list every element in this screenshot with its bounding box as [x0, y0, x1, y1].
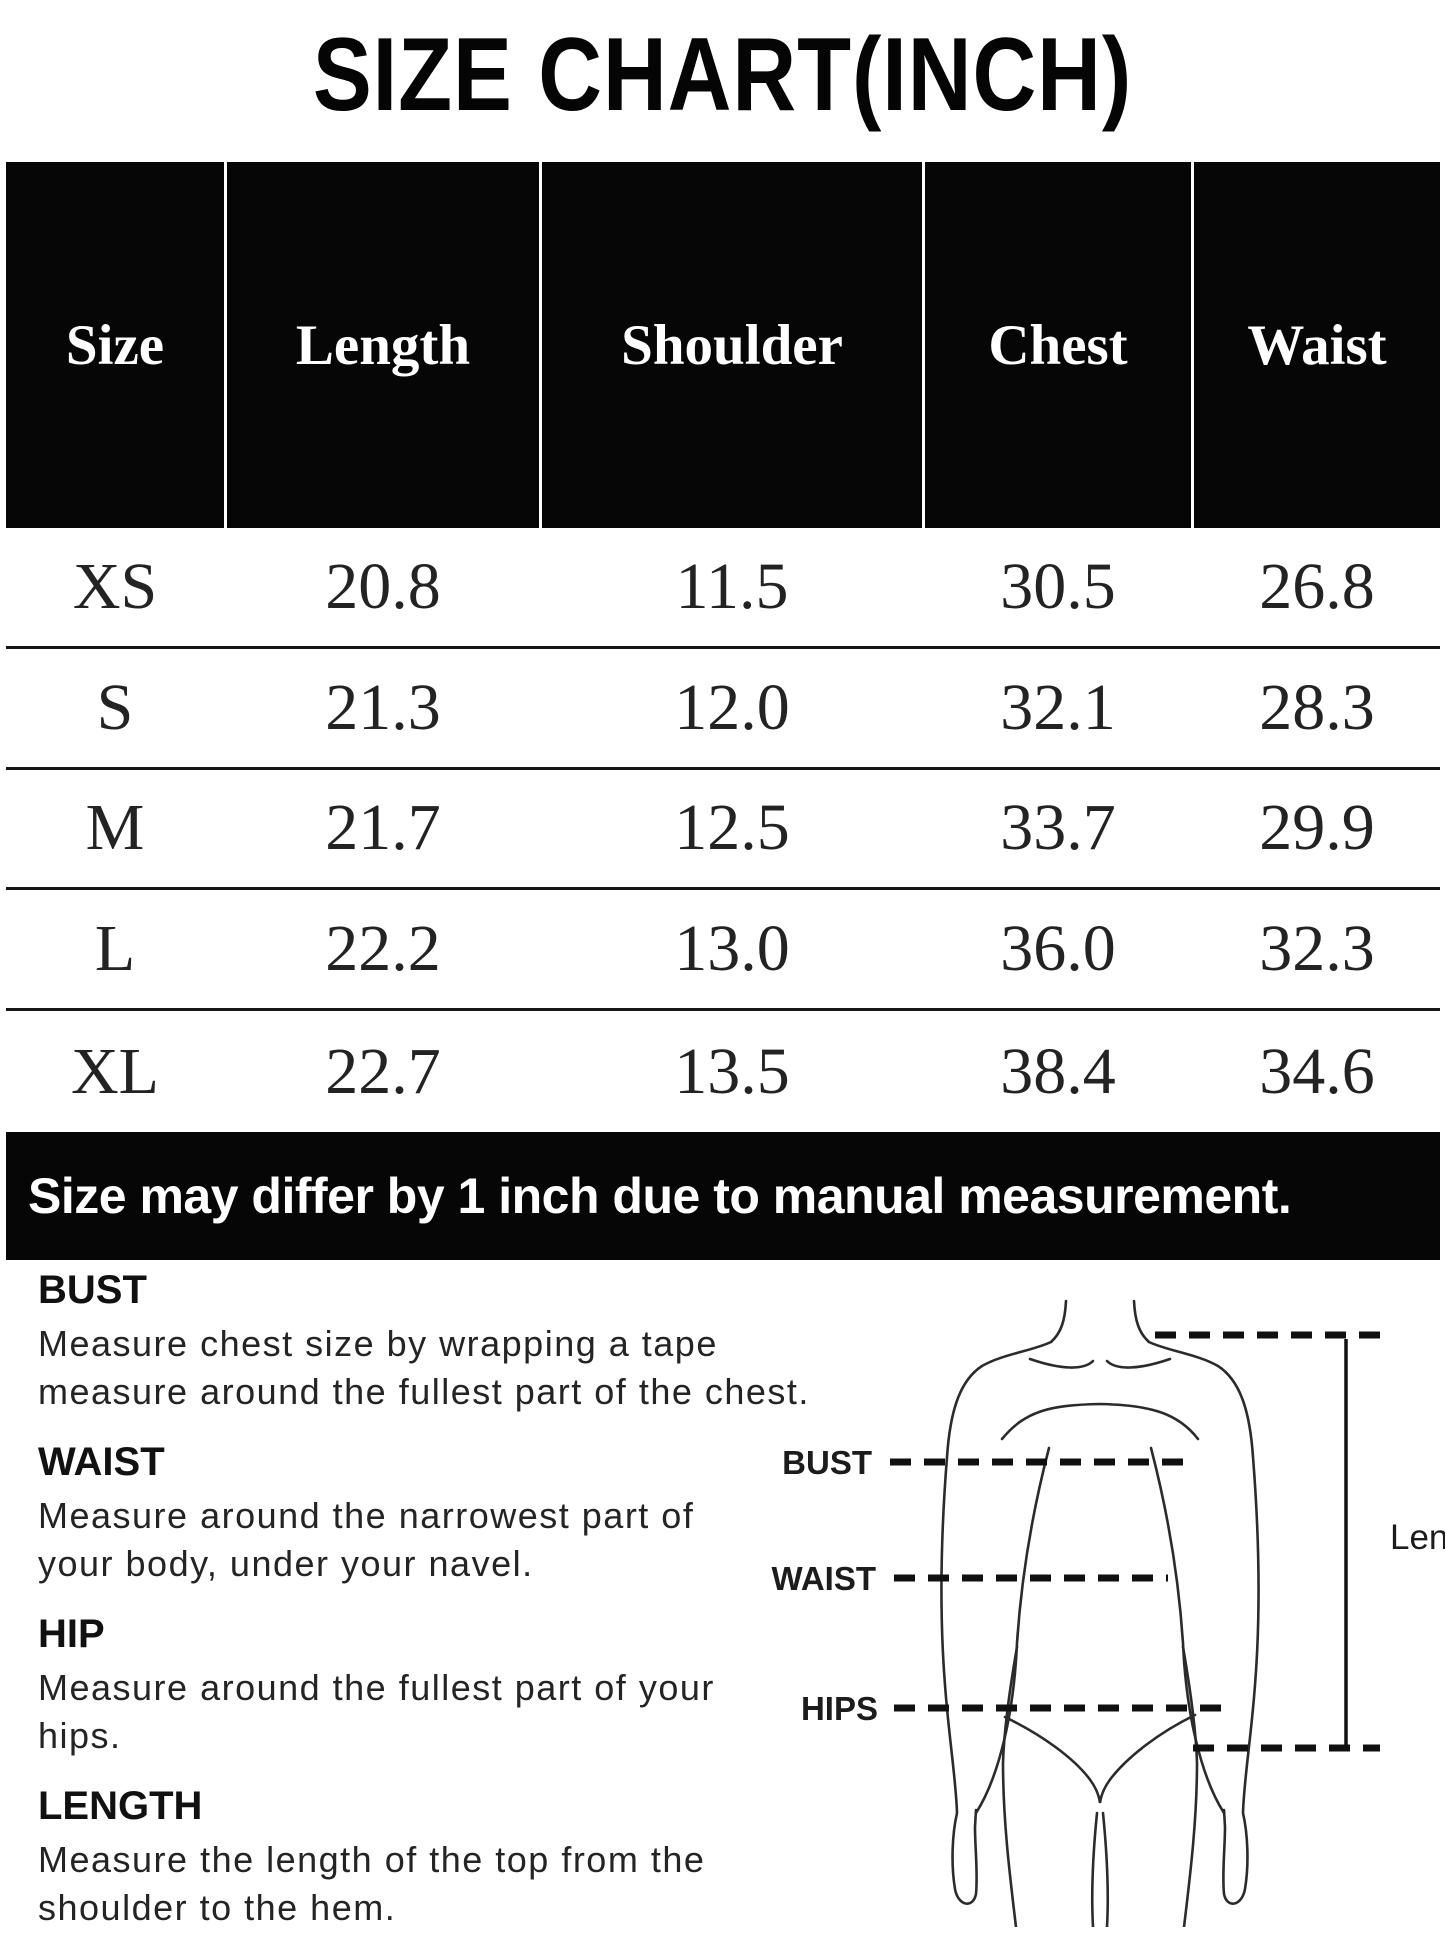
- instruction-hip: HIP Measure around the fullest part of y…: [38, 1612, 938, 1760]
- cell-size: XL: [71, 1034, 159, 1108]
- instruction-length: LENGTH Measure the length of the top fro…: [38, 1784, 938, 1932]
- figure-waist-label: WAIST: [772, 1560, 877, 1597]
- cell-shoulder: 12.0: [674, 670, 790, 744]
- body-outline-illustration: BUST WAIST HIPS Length: [772, 1299, 1445, 1929]
- cell-waist: 29.9: [1259, 791, 1375, 865]
- table-row-m: M 21.7 12.5 33.7 29.9: [6, 770, 1440, 891]
- table-row-xs: XS 20.8 11.5 30.5 26.8: [6, 528, 1440, 649]
- cell-size: XS: [72, 549, 158, 623]
- cell-length: 22.2: [325, 912, 441, 986]
- instruction-bust: BUST Measure chest size by wrapping a ta…: [38, 1268, 938, 1416]
- table-row-l: L 22.2 13.0 36.0 32.3: [6, 890, 1440, 1012]
- column-header-size: Size: [6, 162, 224, 528]
- disclaimer-text: Size may differ by 1 inch due to manual …: [28, 1168, 1292, 1224]
- cell-chest: 38.4: [1000, 1034, 1116, 1108]
- instruction-waist: WAIST Measure around the narrowest part …: [38, 1440, 938, 1588]
- instruction-heading: HIP: [38, 1612, 105, 1656]
- table-row-xl: XL 22.7 13.5 38.4 34.6: [6, 1011, 1440, 1132]
- instruction-line: Measure the length of the top from the: [38, 1839, 706, 1880]
- cell-shoulder: 11.5: [675, 549, 789, 623]
- column-header-length: Length: [227, 162, 539, 528]
- cell-shoulder: 13.0: [674, 912, 790, 986]
- instruction-line: Measure chest size by wrapping a tape: [38, 1323, 718, 1364]
- figure-hips-label: HIPS: [801, 1690, 878, 1727]
- figure-bust-label: BUST: [782, 1444, 872, 1481]
- cell-chest: 30.5: [1000, 549, 1116, 623]
- cell-length: 22.7: [325, 1034, 441, 1108]
- cell-length: 20.8: [325, 549, 441, 623]
- cell-waist: 32.3: [1259, 912, 1375, 986]
- instruction-line: shoulder to the hem.: [38, 1887, 397, 1928]
- cell-shoulder: 13.5: [674, 1034, 790, 1108]
- cell-waist: 34.6: [1259, 1034, 1375, 1108]
- measurement-instructions: BUST Measure chest size by wrapping a ta…: [38, 1268, 938, 1956]
- instruction-heading: WAIST: [38, 1440, 165, 1484]
- instruction-line: measure around the fullest part of the c…: [38, 1371, 810, 1412]
- instruction-heading: LENGTH: [38, 1784, 203, 1828]
- size-table-header: Size Length Shoulder Chest Waist: [6, 162, 1440, 528]
- cell-chest: 32.1: [1000, 670, 1116, 744]
- cell-waist: 28.3: [1259, 670, 1375, 744]
- body-measurement-figure: BUST WAIST HIPS Length: [620, 1265, 1445, 1929]
- cell-length: 21.7: [325, 791, 441, 865]
- column-header-waist: Waist: [1194, 162, 1440, 528]
- cell-shoulder: 12.5: [674, 791, 790, 865]
- cell-length: 21.3: [325, 670, 441, 744]
- instruction-line: hips.: [38, 1715, 122, 1756]
- cell-chest: 36.0: [1000, 912, 1116, 986]
- cell-waist: 26.8: [1259, 549, 1375, 623]
- instruction-heading: BUST: [38, 1268, 147, 1312]
- cell-size: L: [94, 912, 136, 986]
- figure-length-label: Length: [1390, 1518, 1445, 1557]
- instruction-line: Measure around the fullest part of your: [38, 1667, 715, 1708]
- column-header-shoulder: Shoulder: [542, 162, 922, 528]
- cell-size: S: [96, 670, 134, 744]
- column-header-chest: Chest: [925, 162, 1191, 528]
- cell-chest: 33.7: [1000, 791, 1116, 865]
- disclaimer-banner: Size may differ by 1 inch due to manual …: [6, 1132, 1440, 1260]
- cell-size: M: [85, 791, 145, 865]
- instruction-line: your body, under your navel.: [38, 1543, 534, 1584]
- instruction-line: Measure around the narrowest part of: [38, 1495, 695, 1536]
- table-row-s: S 21.3 12.0 32.1 28.3: [6, 649, 1440, 770]
- size-table-body: XS 20.8 11.5 30.5 26.8 S 21.3 12.0 32.1 …: [6, 528, 1440, 1132]
- page-title: SIZE CHART(INCH): [312, 17, 1133, 133]
